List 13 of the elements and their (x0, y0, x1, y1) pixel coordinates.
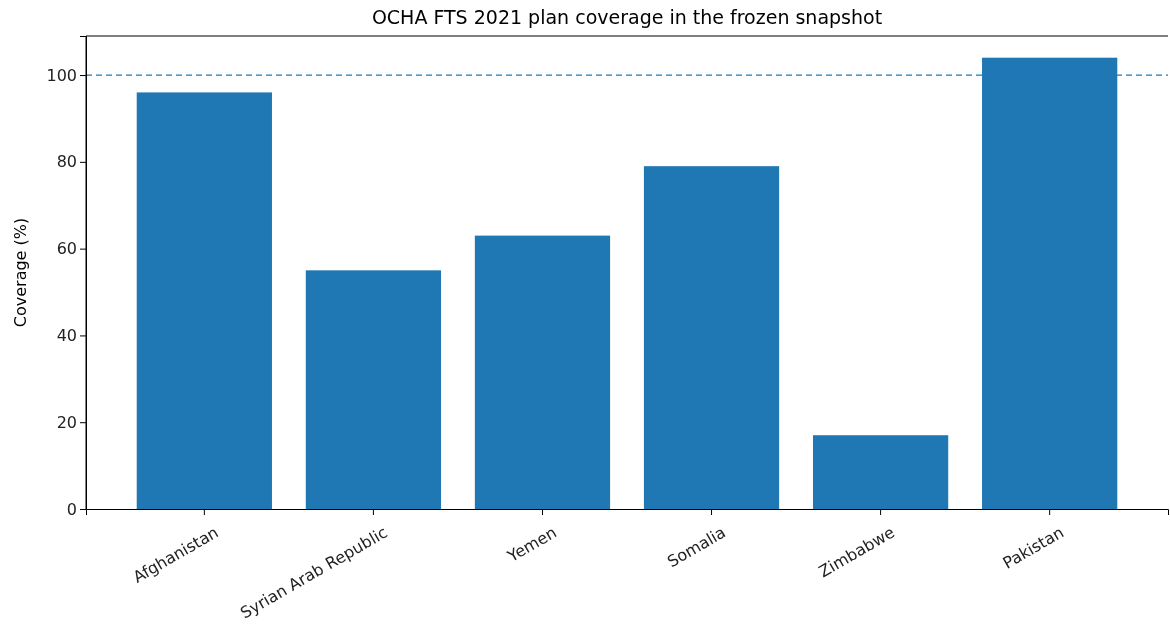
y-tick-label: 80 (56, 152, 77, 172)
y-tick-label: 40 (56, 326, 77, 346)
y-tick-label: 60 (56, 239, 77, 259)
y-tick-label: 20 (56, 412, 77, 432)
bar (136, 92, 272, 509)
y-tick-label: 100 (46, 65, 77, 85)
y-axis-title: Coverage (%) (11, 217, 30, 328)
bar (643, 166, 780, 509)
bar (474, 235, 611, 509)
bar (305, 270, 442, 509)
bar (812, 435, 949, 509)
y-tick-label: 0 (66, 499, 77, 519)
chart-title: OCHA FTS 2021 plan coverage in the frozen snapshot (371, 6, 883, 28)
